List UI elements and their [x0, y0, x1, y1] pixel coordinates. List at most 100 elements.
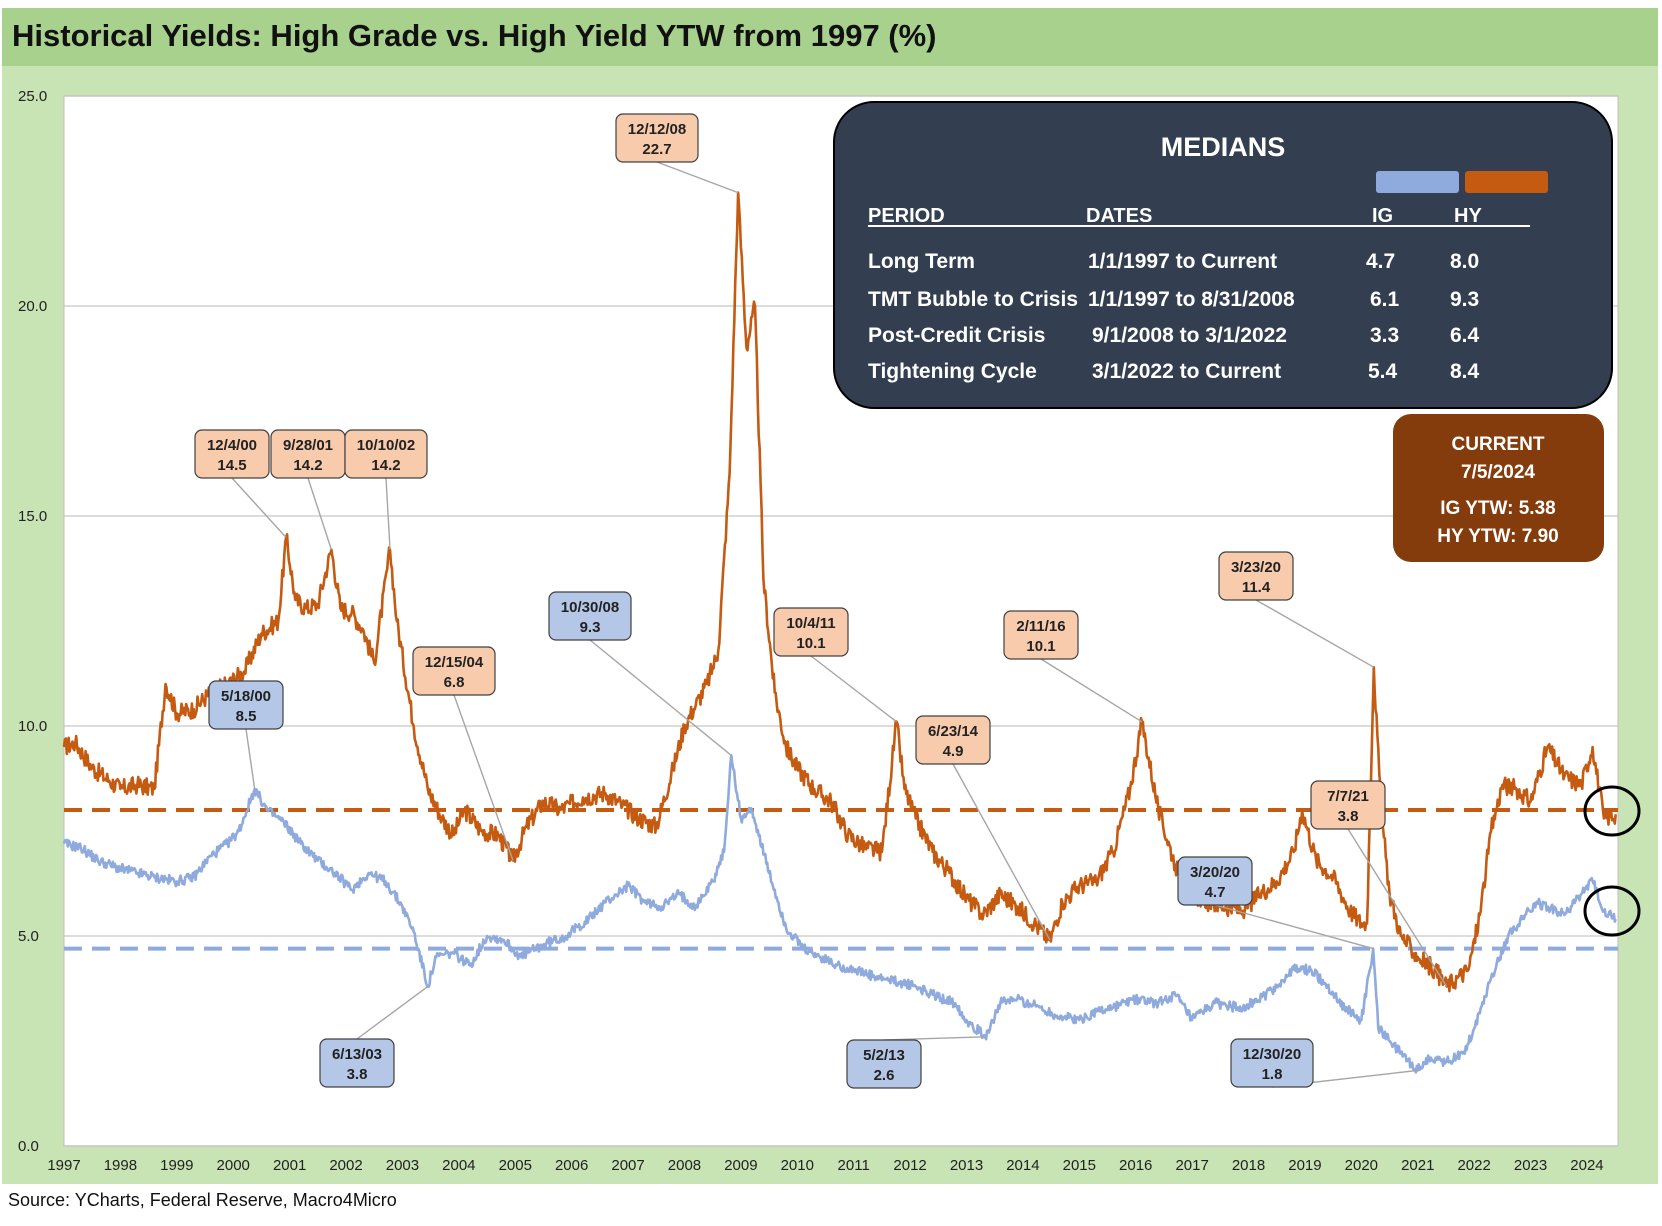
medians-row-hy: 6.4 — [1450, 324, 1480, 347]
annotation-value: 6.8 — [444, 674, 465, 691]
annotation-box — [1003, 610, 1079, 660]
x-tick-label: 2005 — [499, 1157, 532, 1174]
medians-row-period: Post-Credit Crisis — [868, 324, 1045, 347]
medians-row-ig: 3.3 — [1370, 324, 1399, 347]
annotation-ig-label: 3/20/20 4.7 — [1177, 856, 1253, 906]
annotation-value: 10.1 — [1026, 638, 1055, 655]
medians-row-hy: 8.0 — [1450, 250, 1479, 273]
annotation-leader — [952, 763, 1051, 941]
x-tick-label: 2023 — [1514, 1157, 1547, 1174]
hy-series-line — [62, 191, 1617, 993]
annotation-leader — [356, 985, 429, 1040]
annotation-hy-label: 12/15/04 6.8 — [412, 646, 496, 696]
x-tick-label: 2021 — [1401, 1157, 1434, 1174]
y-tick-label: 10.0 — [18, 718, 47, 735]
annotation-value: 8.5 — [236, 708, 257, 725]
medians-table: MEDIANS PERIOD DATES IG HY Long Term 1/1… — [833, 101, 1613, 409]
x-tick-label: 2000 — [217, 1157, 250, 1174]
hy-legend-swatch — [1465, 171, 1548, 193]
x-tick-label: 2015 — [1063, 1157, 1096, 1174]
annotation-date: 12/4/00 — [207, 437, 257, 454]
annotation-value: 9.3 — [580, 619, 601, 636]
annotation-value: 14.5 — [217, 457, 246, 474]
medians-row-period: Tightening Cycle — [868, 360, 1037, 383]
x-tick-label: 2017 — [1175, 1157, 1208, 1174]
annotation-hy-label: 10/4/11 10.1 — [773, 607, 849, 657]
x-tick-label: 2009 — [724, 1157, 757, 1174]
annotation-box — [1230, 1038, 1314, 1088]
x-tick-label: 2013 — [950, 1157, 983, 1174]
annotation-value: 2.6 — [874, 1067, 895, 1084]
annotation-leader — [453, 694, 514, 861]
annotation-leader — [656, 161, 739, 194]
medians-header-ig: IG — [1372, 205, 1393, 227]
annotation-value: 22.7 — [642, 141, 671, 158]
x-tick-label: 2010 — [781, 1157, 814, 1174]
series-lines — [62, 191, 1617, 1074]
medians-row-ig: 6.1 — [1370, 288, 1400, 311]
annotation-hy-label: 9/28/01 14.2 — [270, 429, 346, 479]
x-tick-label: 2014 — [1006, 1157, 1039, 1174]
annotation-leader — [245, 728, 256, 790]
x-tick-label: 2002 — [329, 1157, 362, 1174]
y-axis-ticks: 0.0 5.0 10.0 15.0 20.0 25.0 — [18, 88, 47, 1155]
current-hy-ytw: HY YTW: 7.90 — [1437, 526, 1558, 547]
annotation-date: 3/23/20 — [1231, 559, 1281, 576]
annotation-hy-label: 6/23/14 4.9 — [915, 715, 991, 765]
annotation-box — [915, 715, 991, 765]
annotation-date: 6/13/03 — [332, 1046, 382, 1063]
x-tick-label: 2012 — [893, 1157, 926, 1174]
annotation-box — [344, 429, 428, 479]
medians-row-hy: 9.3 — [1450, 288, 1479, 311]
x-tick-label: 2011 — [838, 1157, 870, 1174]
annotation-value: 14.2 — [371, 457, 400, 474]
medians-header-dates: DATES — [1086, 205, 1152, 227]
x-tick-label: 1997 — [47, 1157, 80, 1174]
plot-border — [63, 95, 1619, 1147]
annotation-value: 3.8 — [1338, 808, 1359, 825]
annotation-box — [319, 1038, 395, 1088]
x-tick-label: 1999 — [160, 1157, 193, 1174]
medians-row-dates: 9/1/2008 to 3/1/2022 — [1092, 324, 1287, 347]
current-ig-ytw: IG YTW: 5.38 — [1440, 498, 1555, 519]
x-tick-label: 2024 — [1570, 1157, 1603, 1174]
current-box-bg — [1393, 414, 1604, 562]
annotation-value: 4.7 — [1205, 884, 1226, 901]
x-tick-label: 2022 — [1457, 1157, 1490, 1174]
annotation-ig-label: 5/18/00 8.5 — [208, 680, 284, 730]
x-tick-label: 2008 — [668, 1157, 701, 1174]
current-date: 7/5/2024 — [1461, 462, 1535, 483]
annotation-box — [194, 429, 270, 479]
annotation-date: 10/4/11 — [786, 615, 835, 632]
annotation-box — [1310, 780, 1386, 830]
source-note: Source: YCharts, Federal Reserve, Macro4… — [8, 1190, 397, 1210]
annotation-hy-label: 10/10/02 14.2 — [344, 429, 428, 479]
annotation-hy-label: 12/12/08 22.7 — [615, 113, 699, 163]
annotation-hy-label: 3/23/20 11.4 — [1218, 551, 1294, 601]
annotation-date: 3/20/20 — [1190, 864, 1240, 881]
ig-series-line — [62, 754, 1617, 1074]
medians-row-dates: 1/1/1997 to 8/31/2008 — [1088, 288, 1295, 311]
x-tick-label: 2018 — [1232, 1157, 1265, 1174]
annotation-ig-label: 5/2/13 2.6 — [846, 1039, 922, 1089]
y-tick-label: 25.0 — [18, 88, 47, 105]
annotation-hy-label: 12/4/00 14.5 — [194, 429, 270, 479]
x-tick-label: 2004 — [442, 1157, 475, 1174]
annotation-date: 10/30/08 — [561, 599, 619, 616]
y-tick-label: 15.0 — [18, 508, 47, 525]
current-title: CURRENT — [1452, 434, 1545, 455]
annotation-value: 1.8 — [1262, 1066, 1283, 1083]
annotation-value: 14.2 — [293, 457, 322, 474]
medians-row-dates: 1/1/1997 to Current — [1088, 250, 1277, 273]
medians-row-period: TMT Bubble to Crisis — [868, 288, 1078, 311]
annotation-box — [208, 680, 284, 730]
annotation-leader — [810, 655, 897, 723]
annotation-box — [1177, 856, 1253, 906]
x-tick-label: 2001 — [273, 1157, 306, 1174]
annotation-date: 10/10/02 — [357, 437, 415, 454]
ig-legend-swatch — [1376, 171, 1459, 193]
x-tick-label: 2019 — [1288, 1157, 1321, 1174]
annotation-date: 5/2/13 — [863, 1047, 905, 1064]
x-tick-label: 2020 — [1345, 1157, 1378, 1174]
